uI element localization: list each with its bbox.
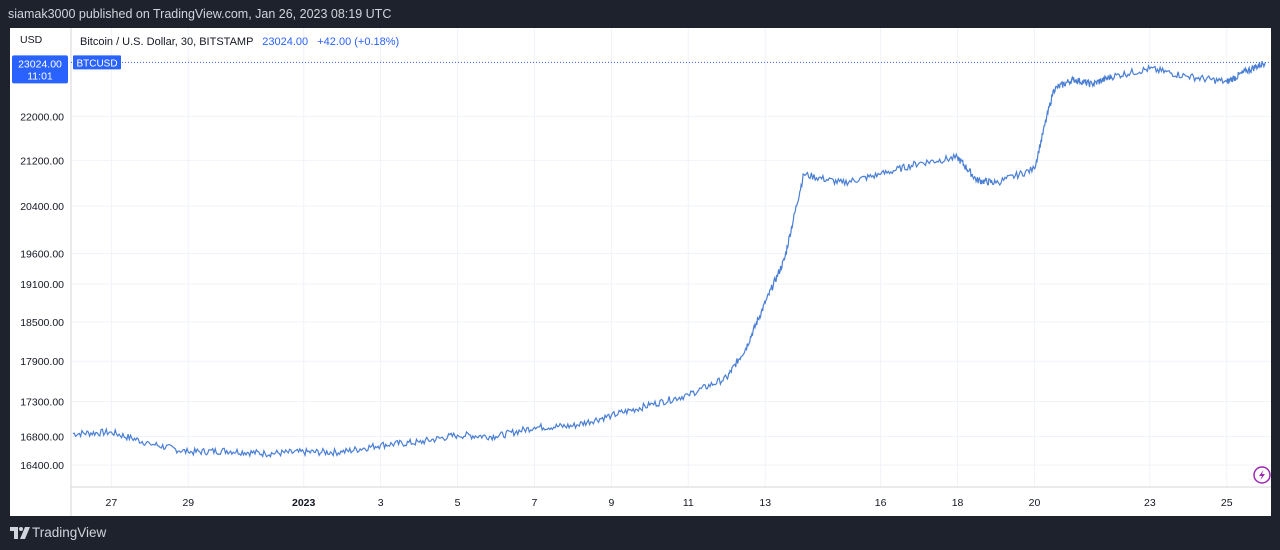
price-tick-label: 16400.00 [20,460,64,472]
time-tick-label: 9 [608,497,614,509]
series-btcusd-line [72,61,1266,459]
published-header: siamak3000 published on TradingView.com,… [0,0,1280,28]
legend: Bitcoin / U.S. Dollar, 30, BITSTAMP 2302… [80,36,399,48]
time-tick-label: 7 [532,497,538,509]
time-tick-label: 27 [106,497,118,509]
time-axis-labels: 27 29 2023 3 5 7 9 11 13 16 18 20 23 25 [106,497,1233,509]
time-tick-label: 11 [683,497,694,509]
tradingview-brand[interactable]: TradingView [32,525,107,540]
time-tick-label: 3 [378,497,384,509]
time-tick-label: 29 [182,497,194,509]
symbol-tag: BTCUSD [73,55,121,70]
price-tick-label: 19600.00 [20,248,64,260]
time-tick-label: 13 [759,497,771,509]
symbol-description: Bitcoin / U.S. Dollar, 30, BITSTAMP [80,36,253,48]
time-tick-label: 20 [1029,497,1041,509]
time-tick-label: 25 [1221,497,1233,509]
current-price-badge: 23024.00 11:01 [12,55,68,84]
price-tick-label: 16800.00 [20,431,64,443]
current-price-label: 23024.00 [18,58,62,70]
current-price-badge-bg [12,55,68,84]
price-tick-label: 18500.00 [20,317,64,329]
time-tick-label: 18 [952,497,964,509]
price-tick-label: 17900.00 [20,356,64,368]
time-tick-label: 2023 [292,497,316,509]
published-info: siamak3000 published on TradingView.com,… [8,7,392,21]
footer: TradingView [0,516,1280,550]
price-tick-label: 17300.00 [20,397,64,409]
time-tick-label: 23 [1144,497,1156,509]
price-axis-currency: USD [20,34,43,46]
last-value: 23024.00 [262,36,308,48]
countdown-label: 11:01 [27,70,53,82]
price-tick-label: 22000.00 [20,111,64,123]
price-chart[interactable]: USD 16400.00 16800.00 17300.00 17900.00 1850… [10,28,1271,516]
change-value: +42.00 (+0.18%) [317,36,399,48]
time-tick-label: 16 [875,497,887,509]
lightning-icon[interactable] [1253,466,1271,484]
symbol-tag-bg [73,55,121,70]
price-axis-labels: 16400.00 16800.00 17300.00 17900.00 18500.00… [20,111,64,472]
tradingview-logo-icon[interactable] [10,525,30,541]
chart-frame[interactable]: USD 16400.00 16800.00 17300.00 17900.00 1850… [10,28,1271,516]
time-tick-label: 5 [455,497,461,509]
price-tick-label: 21200.00 [20,155,64,167]
grid-lines [71,28,1271,487]
symbol-tag-label: BTCUSD [76,58,117,69]
price-tick-label: 19100.00 [20,279,64,291]
price-tick-label: 20400.00 [20,201,64,213]
